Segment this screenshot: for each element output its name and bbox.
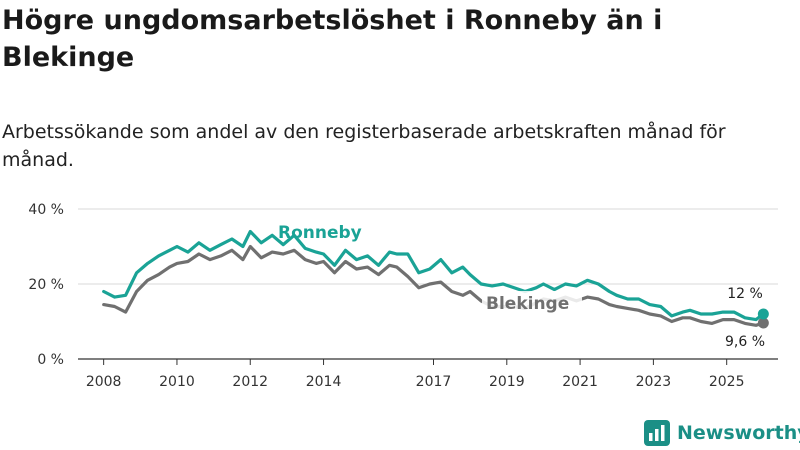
brand-logo: Newsworthy <box>644 418 800 448</box>
end-point-blekinge <box>757 317 769 329</box>
axis-layer: 0 % 20 % 40 % 2008 2010 2012 2014 2017 2019 2021 2… <box>28 202 778 390</box>
chart-title: Högre ungdomsarbetslöshet i Ronneby än i… <box>2 5 663 73</box>
series-label-ronneby: Ronneby <box>278 223 362 243</box>
label-layer: Ronneby Blekinge 12 % 9,6 % <box>278 223 765 350</box>
series-line-ronneby <box>102 229 765 322</box>
label-backdrop <box>482 291 582 313</box>
series-line-blekinge <box>102 244 765 327</box>
chart-subtitle: Arbetssökande som andel av den registerb… <box>2 121 726 171</box>
line-chart: 0 % 20 % 40 % 2008 2010 2012 2014 2017 2019 2021 2… <box>28 202 778 390</box>
y-tick-label: 0 % <box>37 352 64 368</box>
x-tick-label: 2008 <box>86 374 122 390</box>
end-label-blekinge: 9,6 % <box>725 334 765 350</box>
x-tick-label: 2019 <box>489 374 525 390</box>
x-tick-label: 2012 <box>232 374 268 390</box>
series-label-blekinge: Blekinge <box>486 294 569 314</box>
y-tick-label: 40 % <box>28 202 64 218</box>
grid-layer <box>78 208 778 285</box>
series-layer <box>102 229 769 329</box>
x-tick-label: 2017 <box>416 374 452 390</box>
x-tick-label: 2025 <box>709 374 745 390</box>
x-tick-label: 2010 <box>159 374 195 390</box>
end-point-ronneby <box>757 308 769 320</box>
x-tick-label: 2023 <box>636 374 672 390</box>
end-label-ronneby: 12 % <box>727 286 763 302</box>
x-tick-label: 2014 <box>306 374 342 390</box>
y-tick-label: 20 % <box>28 277 64 293</box>
brand-name: Newsworthy <box>677 422 800 444</box>
bar-chart-logo-icon <box>644 420 670 446</box>
x-tick-label: 2021 <box>562 374 598 390</box>
